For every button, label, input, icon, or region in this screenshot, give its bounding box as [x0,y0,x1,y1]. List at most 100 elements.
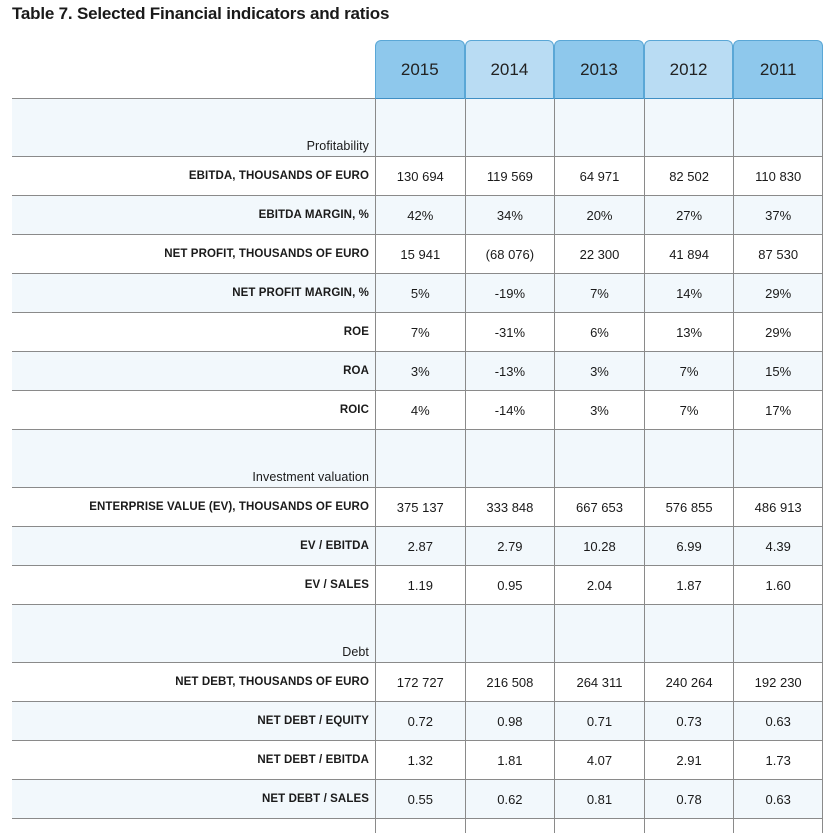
value-cell: 0.98 [464,702,555,740]
value-cell: 7% [643,391,734,429]
table-row-cutoff [12,819,823,833]
value-cell: 1.19 [375,566,465,604]
value-cell: 27% [643,196,734,234]
section-title: Profitability [306,139,369,153]
value-cell: 0.62 [464,780,555,818]
year-header-2012: 2012 [643,40,734,99]
header-spacer [12,40,375,99]
value-cell: 0.63 [733,780,823,818]
value-cell: 576 855 [643,488,734,526]
section-header-row: Investment valuation [12,430,823,488]
empty-cell [733,819,823,833]
row-label: ROA [343,365,369,377]
empty-cell [643,605,734,662]
row-label: NET PROFIT, THOUSANDS OF EURO [164,248,369,260]
value-cell: (68 076) [464,235,555,273]
year-header-row: 2015 2014 2013 2012 2011 [12,40,823,99]
value-cell: 15% [733,352,823,390]
empty-cell [733,605,823,662]
value-cell: 4.07 [554,741,644,779]
value-cell: 172 727 [375,663,465,701]
value-cell: 5% [375,274,465,312]
value-cell: 87 530 [733,235,823,273]
empty-cell [733,99,823,156]
empty-cell [643,430,734,487]
row-label: NET DEBT / EBITDA [257,754,369,766]
value-cell: 2.79 [464,527,555,565]
year-header-2014: 2014 [464,40,555,99]
table-row: ROIC 4% -14% 3% 7% 17% [12,391,823,430]
value-cell: 1.87 [643,566,734,604]
value-cell: 0.95 [464,566,555,604]
empty-cell [464,99,555,156]
value-cell: 4.39 [733,527,823,565]
value-cell: 192 230 [733,663,823,701]
value-cell: 6.99 [643,527,734,565]
row-label: NET DEBT, THOUSANDS OF EURO [175,676,369,688]
value-cell: 22 300 [554,235,644,273]
table-title: Table 7. Selected Financial indicators a… [12,4,390,23]
value-cell: 13% [643,313,734,351]
row-label [12,819,375,833]
financial-indicators-table: 2015 2014 2013 2012 2011 Profitability EB… [12,40,823,833]
value-cell: 3% [554,391,644,429]
value-cell: 486 913 [733,488,823,526]
table-row: NET DEBT / EQUITY 0.72 0.98 0.71 0.73 0.63 [12,702,823,741]
value-cell: 10.28 [554,527,644,565]
value-cell: -13% [464,352,555,390]
empty-cell [464,605,555,662]
row-label: NET DEBT / EQUITY [257,715,369,727]
value-cell: 29% [733,313,823,351]
empty-cell [554,605,644,662]
value-cell: 14% [643,274,734,312]
row-label: NET PROFIT MARGIN, % [232,287,369,299]
value-cell: 0.73 [643,702,734,740]
value-cell: 3% [375,352,465,390]
table-row: EV / EBITDA 2.87 2.79 10.28 6.99 4.39 [12,527,823,566]
value-cell: 17% [733,391,823,429]
value-cell: 667 653 [554,488,644,526]
empty-cell [375,819,465,833]
section-header-row: Profitability [12,99,823,157]
empty-cell [464,819,555,833]
row-label: NET DEBT / SALES [261,793,369,805]
value-cell: 0.71 [554,702,644,740]
row-label: EBITDA MARGIN, % [258,209,369,221]
year-header-2015: 2015 [375,40,465,99]
row-label: ROIC [339,404,369,416]
value-cell: 4% [375,391,465,429]
value-cell: 64 971 [554,157,644,195]
value-cell: 110 830 [733,157,823,195]
value-cell: 1.81 [464,741,555,779]
table-body: Profitability EBITDA, THOUSANDS OF EURO 13… [12,99,823,833]
table-row: NET DEBT / EBITDA 1.32 1.81 4.07 2.91 1.73 [12,741,823,780]
value-cell: 119 569 [464,157,555,195]
value-cell: 0.72 [375,702,465,740]
value-cell: 0.78 [643,780,734,818]
table-row: NET DEBT / SALES 0.55 0.62 0.81 0.78 0.63 [12,780,823,819]
empty-cell [554,99,644,156]
value-cell: -19% [464,274,555,312]
value-cell: 34% [464,196,555,234]
value-cell: 1.60 [733,566,823,604]
empty-cell [375,605,465,662]
value-cell: 0.63 [733,702,823,740]
value-cell: 37% [733,196,823,234]
value-cell: 20% [554,196,644,234]
row-label: ENTERPRISE VALUE (EV), THOUSANDS OF EURO [89,501,369,513]
section-header-row: Debt [12,605,823,663]
value-cell: 130 694 [375,157,465,195]
table-row: NET PROFIT, THOUSANDS OF EURO 15 941 (68 0… [12,235,823,274]
value-cell: 333 848 [464,488,555,526]
table-row: EBITDA, THOUSANDS OF EURO 130 694 119 569 6… [12,157,823,196]
value-cell: 7% [375,313,465,351]
row-label: EBITDA, THOUSANDS OF EURO [188,170,369,182]
empty-cell [554,819,644,833]
value-cell: 2.91 [643,741,734,779]
value-cell: 7% [554,274,644,312]
value-cell: 2.04 [554,566,644,604]
section-title: Debt [342,645,369,659]
value-cell: 3% [554,352,644,390]
row-label: EV / EBITDA [300,540,369,552]
empty-cell [464,430,555,487]
